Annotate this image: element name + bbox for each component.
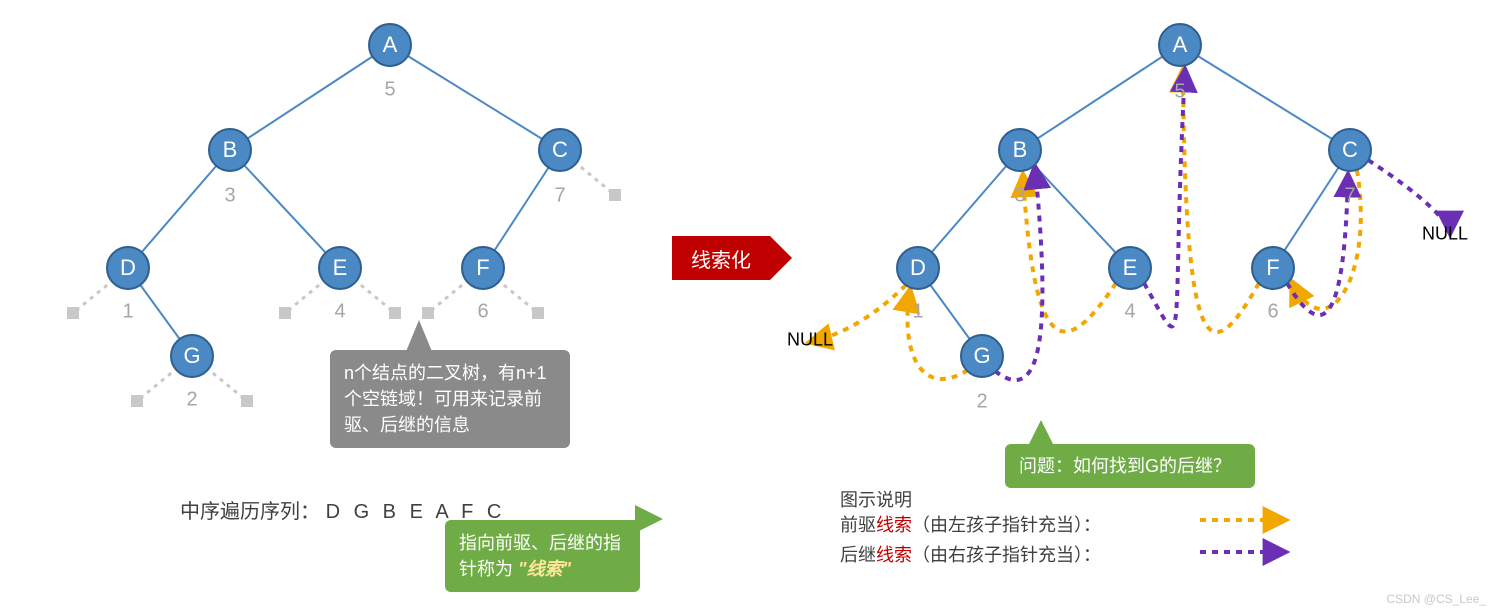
right-node-A: A xyxy=(1158,23,1202,67)
legend-title: 图示说明 xyxy=(840,486,912,512)
left-node-num-E: 4 xyxy=(334,301,345,324)
legend-succ-a: 后继 xyxy=(840,545,876,565)
right-node-num-G: 2 xyxy=(976,391,987,414)
left-node-G: G xyxy=(170,334,214,378)
green-callout1-text-b: "线索" xyxy=(518,559,571,579)
left-node-num-F: 6 xyxy=(477,301,488,324)
right-node-num-B: 3 xyxy=(1014,185,1025,208)
left-node-D: D xyxy=(106,246,150,290)
left-node-A: A xyxy=(368,23,412,67)
left-node-num-A: 5 xyxy=(384,79,395,102)
left-node-num-C: 7 xyxy=(554,185,565,208)
right-node-num-D: 1 xyxy=(912,301,923,324)
right-node-num-E: 4 xyxy=(1124,301,1135,324)
left-node-num-D: 1 xyxy=(122,301,133,324)
right-node-G: G xyxy=(960,334,1004,378)
right-node-num-C: 7 xyxy=(1344,185,1355,208)
legend-pred-c: （由左孩子指针充当）： xyxy=(912,515,1101,535)
legend-succ: 后继线索（由右孩子指针充当）： xyxy=(840,541,1101,567)
inorder-line: 中序遍历序列： D G B E A F C xyxy=(180,495,505,524)
green-callout2-text: 问题：如何找到G的后继？ xyxy=(1019,456,1231,476)
right-node-num-F: 6 xyxy=(1267,301,1278,324)
right-node-B: B xyxy=(998,128,1042,172)
thread-edges xyxy=(810,70,1450,380)
inorder-label: 中序遍历序列： xyxy=(180,501,320,523)
left-node-num-B: 3 xyxy=(224,185,235,208)
legend-succ-b: 线索 xyxy=(876,545,912,565)
left-node-num-G: 2 xyxy=(186,389,197,412)
null-label-0: NULL xyxy=(787,330,833,351)
gray-callout-tail xyxy=(405,320,433,354)
inorder-seq: D G B E A F C xyxy=(326,501,506,523)
right-node-F: F xyxy=(1251,246,1295,290)
green-callout-thread-def: 指向前驱、后继的指针称为 "线索" xyxy=(445,520,640,592)
right-node-C: C xyxy=(1328,128,1372,172)
watermark: CSDN @CS_Lee_ xyxy=(1386,592,1486,606)
transform-arrow: 线索化 xyxy=(672,236,770,280)
transform-arrow-label: 线索化 xyxy=(691,244,751,273)
succ-thread-from-F xyxy=(1287,175,1348,315)
gray-callout-text: n个结点的二叉树，有n+1个空链域！可用来记录前驱、后继的信息 xyxy=(344,363,547,435)
right-node-num-A: 5 xyxy=(1174,81,1185,104)
left-node-C: C xyxy=(538,128,582,172)
succ-thread-from-E xyxy=(1144,70,1185,326)
left-node-E: E xyxy=(318,246,362,290)
legend-pred-a: 前驱 xyxy=(840,515,876,535)
left-node-F: F xyxy=(461,246,505,290)
succ-thread-from-C xyxy=(1368,160,1450,233)
right-node-E: E xyxy=(1108,246,1152,290)
legend-pred-b: 线索 xyxy=(876,515,912,535)
right-node-D: D xyxy=(896,246,940,290)
left-node-B: B xyxy=(208,128,252,172)
green-callout-question: 问题：如何找到G的后继？ xyxy=(1005,444,1255,488)
legend-pred: 前驱线索（由左孩子指针充当）： xyxy=(840,511,1101,537)
legend-succ-c: （由右孩子指针充当）： xyxy=(912,545,1101,565)
null-label-1: NULL xyxy=(1422,224,1468,245)
pred-thread-from-F xyxy=(1183,70,1259,332)
pred-thread-from-E xyxy=(1023,175,1116,332)
gray-callout: n个结点的二叉树，有n+1个空链域！可用来记录前驱、后继的信息 xyxy=(330,350,570,448)
